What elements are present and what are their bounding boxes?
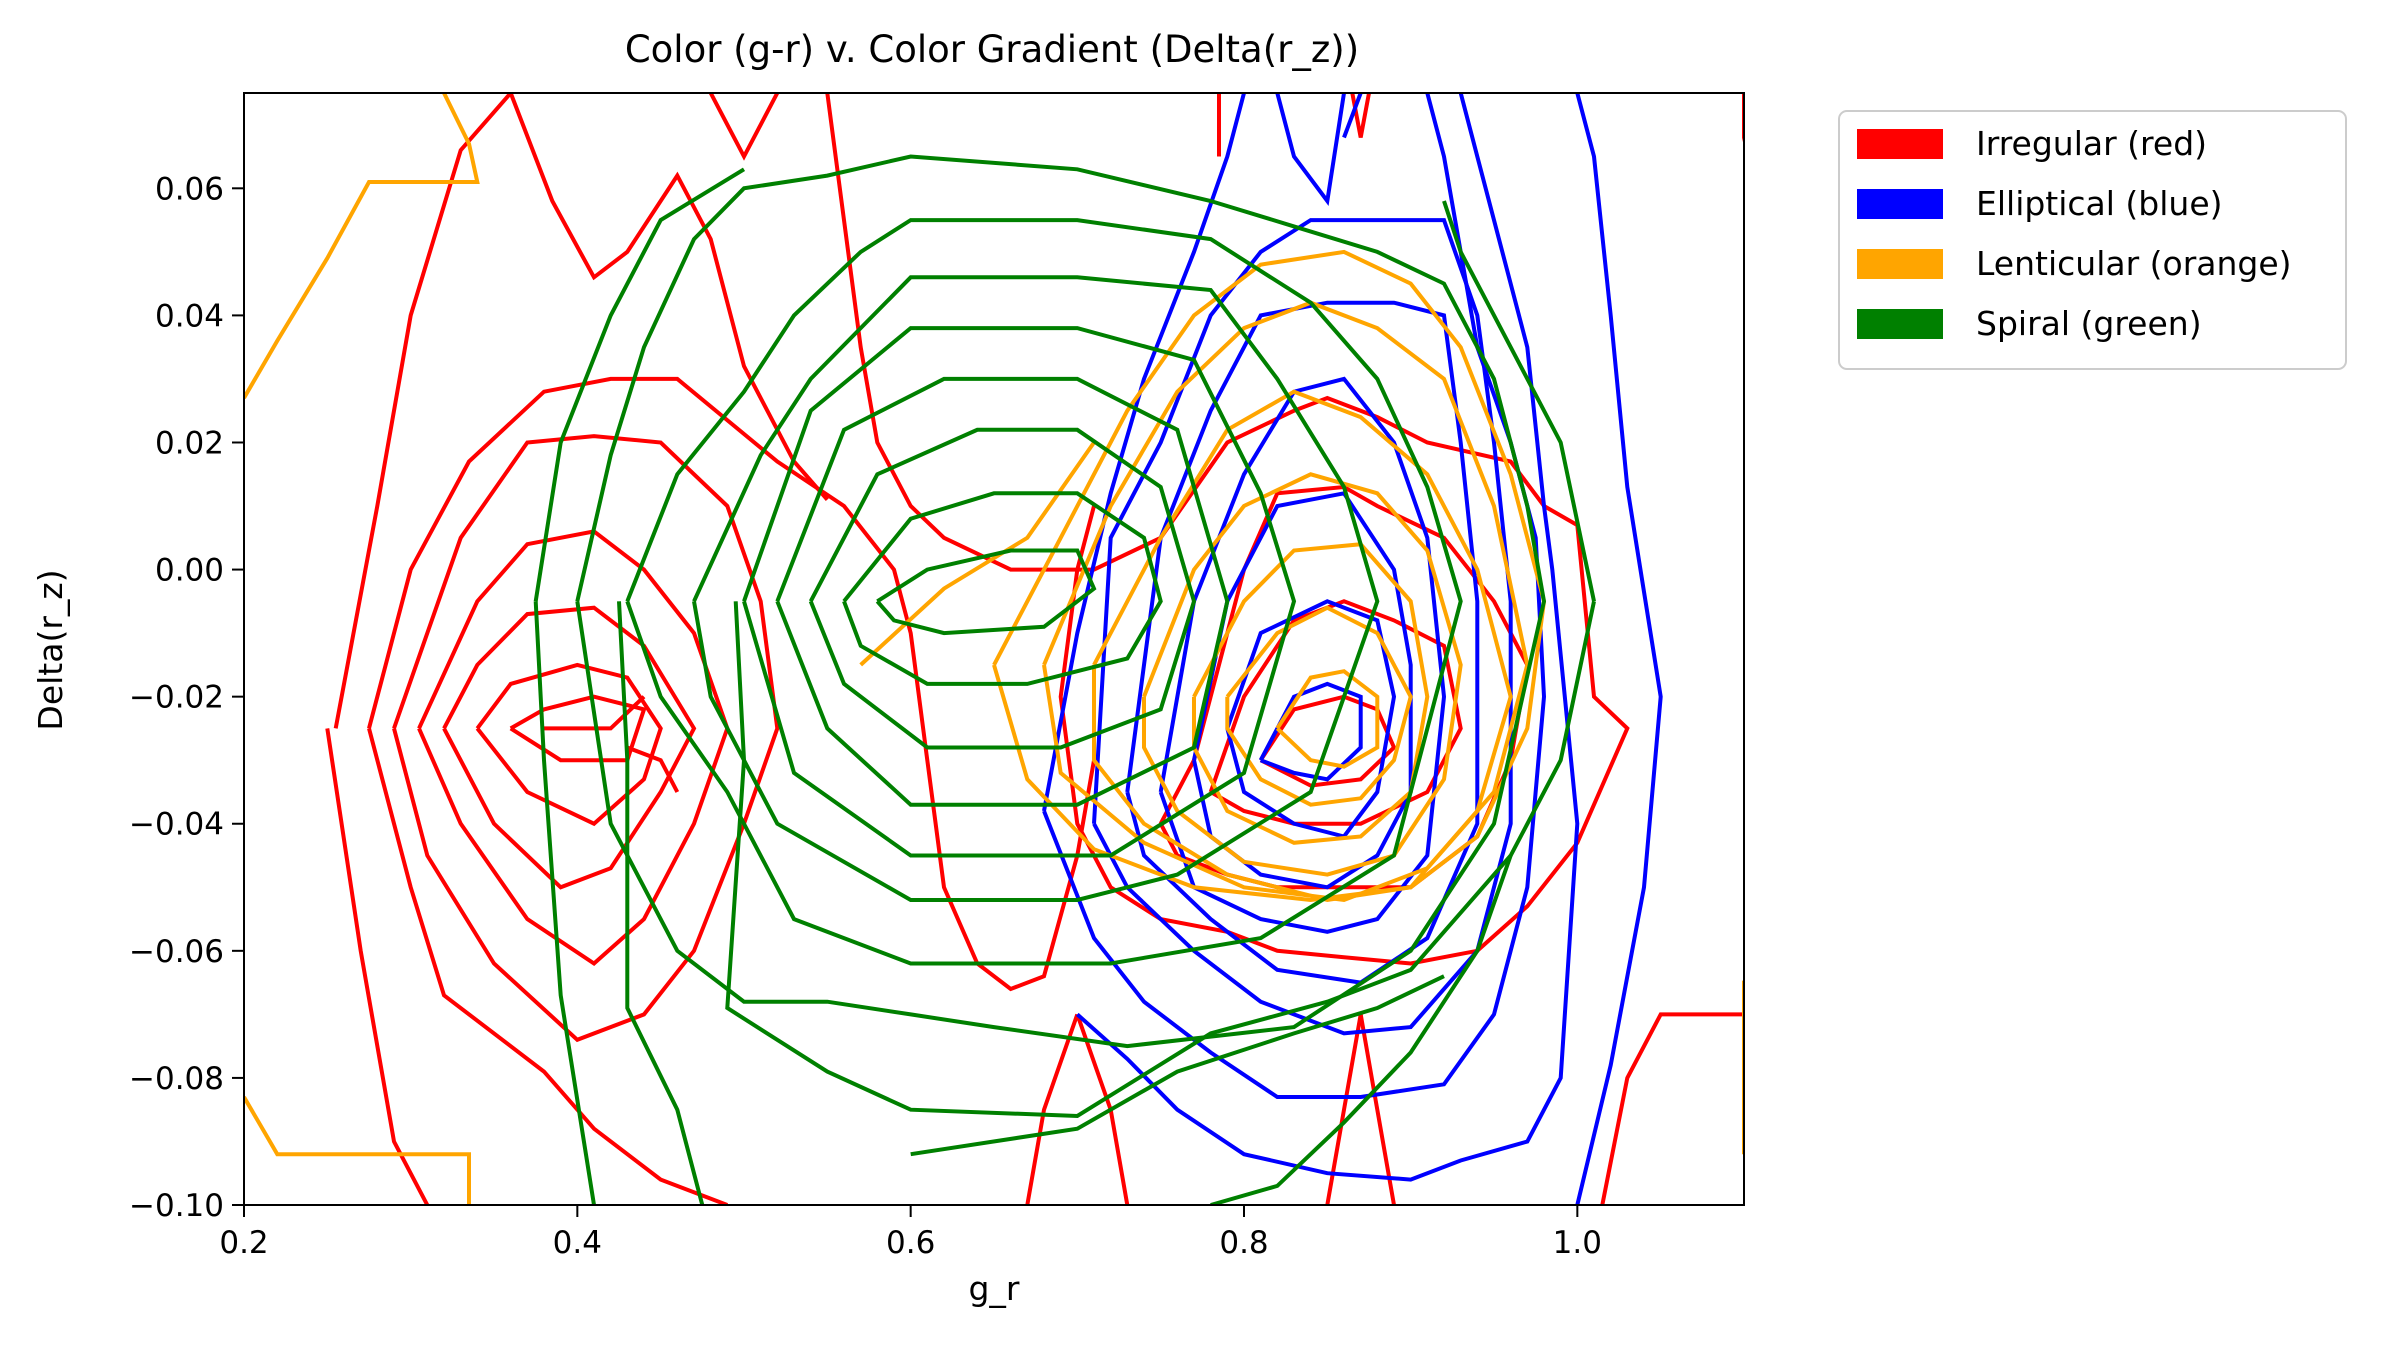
contour-spiral-1 xyxy=(842,491,1163,686)
contour-irregular-8 xyxy=(509,694,647,763)
contour-spiral-6 xyxy=(625,218,1463,966)
contour-lenticular-4 xyxy=(1225,605,1413,807)
contour-lines xyxy=(244,93,1744,1205)
legend-label: Spiral (green) xyxy=(1976,304,2202,343)
y-tick-label: −0.10 xyxy=(129,1188,224,1224)
contour-spiral-2 xyxy=(808,427,1197,750)
legend-swatch xyxy=(1857,189,1943,219)
y-axis: −0.10 −0.08 −0.06 −0.04 −0.02 0.00 0.02 0.04 0.0… xyxy=(129,171,244,1224)
legend-swatch xyxy=(1857,309,1943,339)
contour-irregular-23 xyxy=(1742,93,1744,147)
legend-frame xyxy=(1838,110,2347,370)
x-tick-label: 1.0 xyxy=(1553,1225,1602,1261)
contour-elliptical-11 xyxy=(1575,93,1663,1205)
contour-lenticular-1 xyxy=(244,1095,471,1205)
contour-lenticular-0 xyxy=(244,93,480,400)
contour-spiral-12 xyxy=(1442,200,1596,602)
x-tick-label: 0.8 xyxy=(1219,1225,1268,1261)
legend-swatch xyxy=(1857,129,1943,159)
contour-elliptical-6 xyxy=(1042,93,1246,812)
x-tick-label: 0.6 xyxy=(886,1225,935,1261)
contour-spiral-8 xyxy=(533,601,596,1205)
y-tick-label: 0.06 xyxy=(155,171,224,207)
legend: Irregular (red) Elliptical (blue) Lenticul… xyxy=(1838,110,2347,370)
x-axis: 0.2 0.4 0.6 0.8 1.0 xyxy=(219,1205,1602,1261)
contour-spiral-10 xyxy=(617,601,705,1205)
contour-spiral-14 xyxy=(1210,854,1513,1205)
contour-lenticular-10 xyxy=(859,441,1096,667)
contour-irregular-1 xyxy=(325,728,430,1205)
contour-elliptical-5 xyxy=(1092,218,1513,1036)
contour-elliptical-3 xyxy=(1158,376,1447,934)
contour-elliptical-8 xyxy=(1075,93,1580,1182)
legend-label: Lenticular (orange) xyxy=(1976,244,2292,283)
contour-irregular-24 xyxy=(1600,1012,1744,1205)
contour-spiral-13 xyxy=(910,974,1445,1157)
contour-elliptical-10 xyxy=(1342,93,1363,139)
contour-lenticular-7 xyxy=(1092,389,1513,903)
y-tick-label: −0.04 xyxy=(129,807,224,843)
contour-irregular-10 xyxy=(626,745,680,793)
contour-spiral-11 xyxy=(725,600,1596,1119)
x-tick-label: 0.4 xyxy=(553,1225,602,1261)
contour-spiral-9 xyxy=(533,167,746,602)
plot-area xyxy=(243,92,1745,1206)
x-axis-label: g_r xyxy=(968,1269,1019,1308)
contour-irregular-20 xyxy=(1358,1014,1396,1205)
contour-spiral-0 xyxy=(875,548,1097,636)
chart-title: Color (g-r) v. Color Gradient (Delta(r_z… xyxy=(625,28,1359,71)
y-tick-label: 0.04 xyxy=(155,298,224,334)
contour-irregular-5 xyxy=(417,529,730,967)
contour-spiral-7 xyxy=(575,154,1547,1049)
contour-irregular-12 xyxy=(708,93,780,161)
legend-swatch xyxy=(1857,249,1943,279)
contour-irregular-16 xyxy=(1259,694,1397,788)
contour-elliptical-7 xyxy=(1042,93,1547,1099)
contour-lenticular-6 xyxy=(1142,472,1463,877)
y-tick-label: 0.00 xyxy=(155,553,224,589)
contour-elliptical-1 xyxy=(1225,599,1397,839)
contour-irregular-13 xyxy=(825,93,1630,966)
legend-label: Irregular (red) xyxy=(1976,124,2207,163)
contour-irregular-0 xyxy=(333,93,513,729)
legend-label: Elliptical (blue) xyxy=(1976,184,2223,223)
contour-spiral-5 xyxy=(692,275,1380,902)
contour-irregular-22 xyxy=(1350,93,1371,138)
x-tick-label: 0.2 xyxy=(219,1225,268,1261)
contour-lenticular-5 xyxy=(1192,542,1430,845)
y-axis-label: Delta(r_z) xyxy=(31,569,70,730)
y-tick-label: 0.02 xyxy=(155,425,224,461)
contour-irregular-4 xyxy=(392,434,780,1043)
contour-spiral-4 xyxy=(742,326,1297,858)
contour-lenticular-2 xyxy=(1742,980,1744,1155)
y-tick-label: −0.08 xyxy=(129,1061,224,1097)
y-tick-label: −0.06 xyxy=(129,934,224,970)
contour-spiral-3 xyxy=(775,376,1230,807)
contour-irregular-7 xyxy=(475,662,663,827)
contour-irregular-9 xyxy=(544,695,646,731)
contour-irregular-3 xyxy=(367,376,1096,992)
contour-elliptical-4 xyxy=(1125,300,1480,985)
contour-lenticular-9 xyxy=(992,249,1547,903)
contour-elliptical-9 xyxy=(1275,93,1346,207)
contour-lenticular-3 xyxy=(1275,669,1380,769)
contour-irregular-17 xyxy=(1025,1013,1080,1205)
contour-irregular-6 xyxy=(442,605,697,890)
contour-irregular-2 xyxy=(367,727,729,1205)
y-tick-label: −0.02 xyxy=(129,680,224,716)
